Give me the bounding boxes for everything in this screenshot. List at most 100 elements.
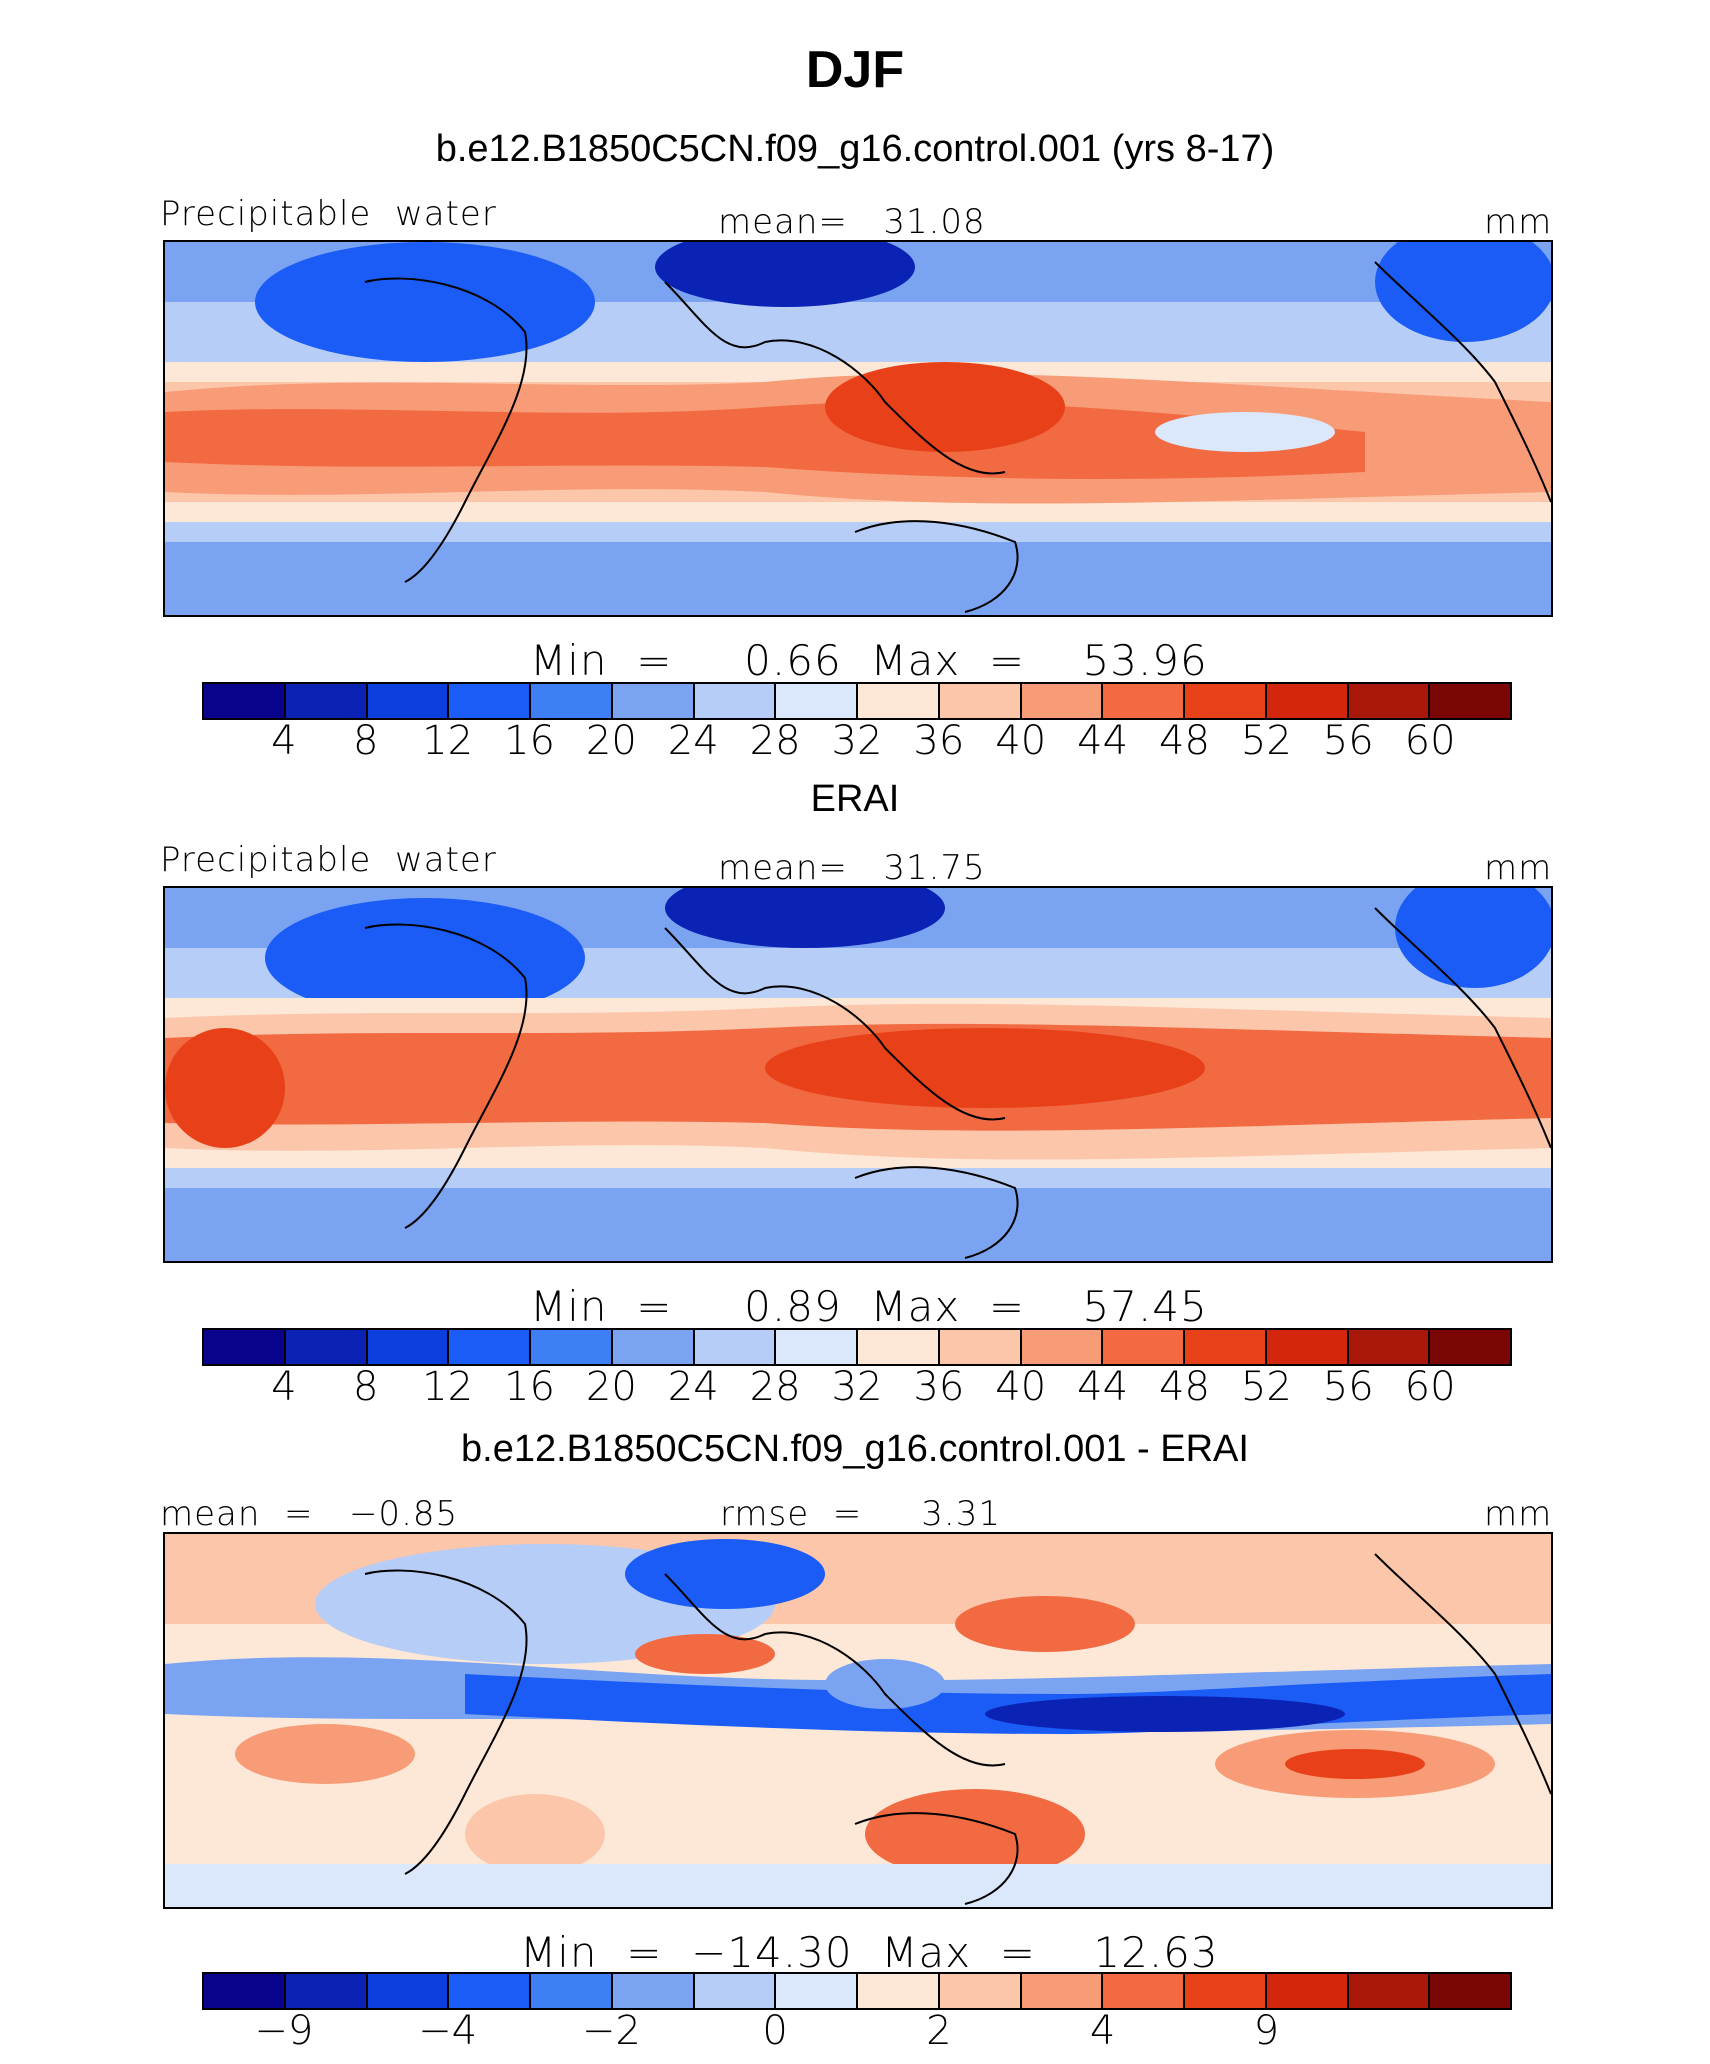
colorbar-swatch — [1430, 684, 1510, 718]
colorbar-swatch — [858, 1974, 940, 2008]
panel-2-variable-label: Precipitable water — [160, 840, 497, 880]
figure-title: DJF — [805, 41, 905, 99]
colorbar-swatch — [776, 684, 858, 718]
colorbar-swatch — [694, 684, 777, 718]
colorbar-tick-label: 36 — [913, 718, 965, 764]
colorbar-tick-label: 2 — [926, 2008, 952, 2054]
colorbar-swatch — [531, 1330, 613, 1364]
colorbar-swatch — [1021, 1330, 1104, 1364]
colorbar-swatch — [204, 684, 286, 718]
panel-1-min-max: Min = 0.66 Max = 53.96 — [530, 636, 1208, 685]
colorbar-tick-label: −9 — [254, 2008, 314, 2054]
panel-3-colorbar-ticks: −9 −4 −2 0 2 4 9 — [202, 2008, 1512, 2058]
colorbar-swatch — [1266, 1330, 1349, 1364]
colorbar-tick-label: 12 — [422, 718, 474, 764]
colorbar-swatch — [694, 1330, 777, 1364]
colorbar-swatch — [204, 1330, 286, 1364]
colorbar-swatch — [612, 1974, 695, 2008]
colorbar-swatch — [367, 1330, 450, 1364]
colorbar-swatch — [531, 1974, 613, 2008]
panel-1-units-label: mm — [1484, 202, 1553, 242]
colorbar-tick-label: 24 — [667, 718, 719, 764]
panel-3-map — [163, 1532, 1553, 1909]
colorbar-tick-label: 4 — [1089, 2008, 1116, 2054]
colorbar-swatch — [939, 1330, 1022, 1364]
colorbar-tick-label: 40 — [995, 1364, 1047, 1410]
colorbar-swatch — [939, 1974, 1022, 2008]
colorbar-swatch — [858, 1330, 940, 1364]
colorbar-tick-label: 56 — [1322, 718, 1374, 764]
colorbar-swatch — [1266, 1974, 1349, 2008]
colorbar-swatch — [612, 1330, 695, 1364]
colorbar-tick-label: 52 — [1240, 1364, 1292, 1410]
panel-1-variable-label: Precipitable water — [160, 194, 497, 234]
colorbar-swatch — [612, 684, 695, 718]
colorbar-swatch — [285, 1974, 368, 2008]
panel-2-min-max: Min = 0.89 Max = 57.45 — [530, 1282, 1208, 1331]
colorbar-tick-label: 16 — [504, 1364, 555, 1410]
colorbar-tick-label: 32 — [831, 1364, 883, 1410]
colorbar-swatch — [1103, 684, 1185, 718]
panel-2-map — [163, 886, 1553, 1263]
colorbar-swatch — [1348, 1330, 1431, 1364]
colorbar-tick-label: 20 — [585, 1364, 637, 1410]
panel-3-colorbar — [202, 1972, 1512, 2010]
colorbar-tick-label: 4 — [271, 718, 297, 764]
panel-3-min-max: Min = −14.30 Max = 12.63 — [520, 1928, 1219, 1977]
colorbar-swatch — [449, 1974, 531, 2008]
colorbar-swatch — [1021, 684, 1104, 718]
colorbar-tick-label: 60 — [1404, 718, 1456, 764]
colorbar-swatch — [1430, 1974, 1510, 2008]
colorbar-tick-label: 28 — [749, 718, 801, 764]
colorbar-swatch — [449, 1330, 531, 1364]
colorbar-tick-label: 8 — [353, 718, 379, 764]
panel-1-mean-label: mean= 31.08 — [718, 202, 986, 242]
colorbar-tick-label: 32 — [831, 718, 883, 764]
panel-1-map — [163, 240, 1553, 617]
colorbar-tick-label: 56 — [1322, 1364, 1374, 1410]
colorbar-swatch — [1021, 1974, 1104, 2008]
colorbar-tick-label: 0 — [762, 2008, 788, 2054]
panel-3-header: b.e12.B1850C5CN.f09_g16.control.001 - ER… — [461, 1428, 1249, 1470]
panel-2-mean-label: mean= 31.75 — [718, 848, 986, 888]
colorbar-swatch — [776, 1330, 858, 1364]
panel-3-mean-label: mean = −0.85 — [160, 1494, 459, 1534]
colorbar-swatch — [1185, 684, 1267, 718]
panel-2-colorbar-ticks: 4 8 12 16 20 24 28 32 36 40 44 48 52 56 60 — [202, 1364, 1512, 1414]
colorbar-tick-label: 24 — [667, 1364, 719, 1410]
colorbar-swatch — [367, 684, 450, 718]
colorbar-swatch — [1266, 684, 1349, 718]
colorbar-tick-label: −4 — [418, 2008, 478, 2054]
colorbar-swatch — [367, 1974, 450, 2008]
colorbar-tick-label: 12 — [422, 1364, 474, 1410]
colorbar-swatch — [694, 1974, 777, 2008]
colorbar-swatch — [1348, 684, 1431, 718]
colorbar-tick-label: 60 — [1404, 1364, 1456, 1410]
colorbar-swatch — [531, 684, 613, 718]
colorbar-tick-label: 48 — [1159, 1364, 1210, 1410]
colorbar-tick-label: 20 — [585, 718, 637, 764]
colorbar-tick-label: 9 — [1253, 2008, 1280, 2054]
panel-1-header: b.e12.B1850C5CN.f09_g16.control.001 (yrs… — [435, 128, 1275, 170]
panel-1-colorbar — [202, 682, 1512, 720]
colorbar-tick-label: 28 — [749, 1364, 801, 1410]
colorbar-swatch — [1103, 1330, 1185, 1364]
colorbar-tick-label: 40 — [995, 718, 1047, 764]
colorbar-swatch — [858, 684, 940, 718]
colorbar-swatch — [449, 684, 531, 718]
colorbar-tick-label: 52 — [1240, 718, 1292, 764]
colorbar-swatch — [1185, 1974, 1267, 2008]
colorbar-swatch — [1430, 1330, 1510, 1364]
colorbar-swatch — [939, 684, 1022, 718]
colorbar-tick-label: −2 — [581, 2008, 641, 2054]
colorbar-swatch — [285, 1330, 368, 1364]
colorbar-swatch — [776, 1974, 858, 2008]
colorbar-swatch — [285, 684, 368, 718]
colorbar-tick-label: 4 — [271, 1364, 297, 1410]
panel-2-header: ERAI — [810, 778, 900, 820]
colorbar-tick-label: 16 — [504, 718, 555, 764]
panel-3-rmse-label: rmse = 3.31 — [720, 1494, 1001, 1534]
colorbar-tick-label: 8 — [353, 1364, 379, 1410]
colorbar-swatch — [1185, 1330, 1267, 1364]
colorbar-swatch — [1103, 1974, 1185, 2008]
